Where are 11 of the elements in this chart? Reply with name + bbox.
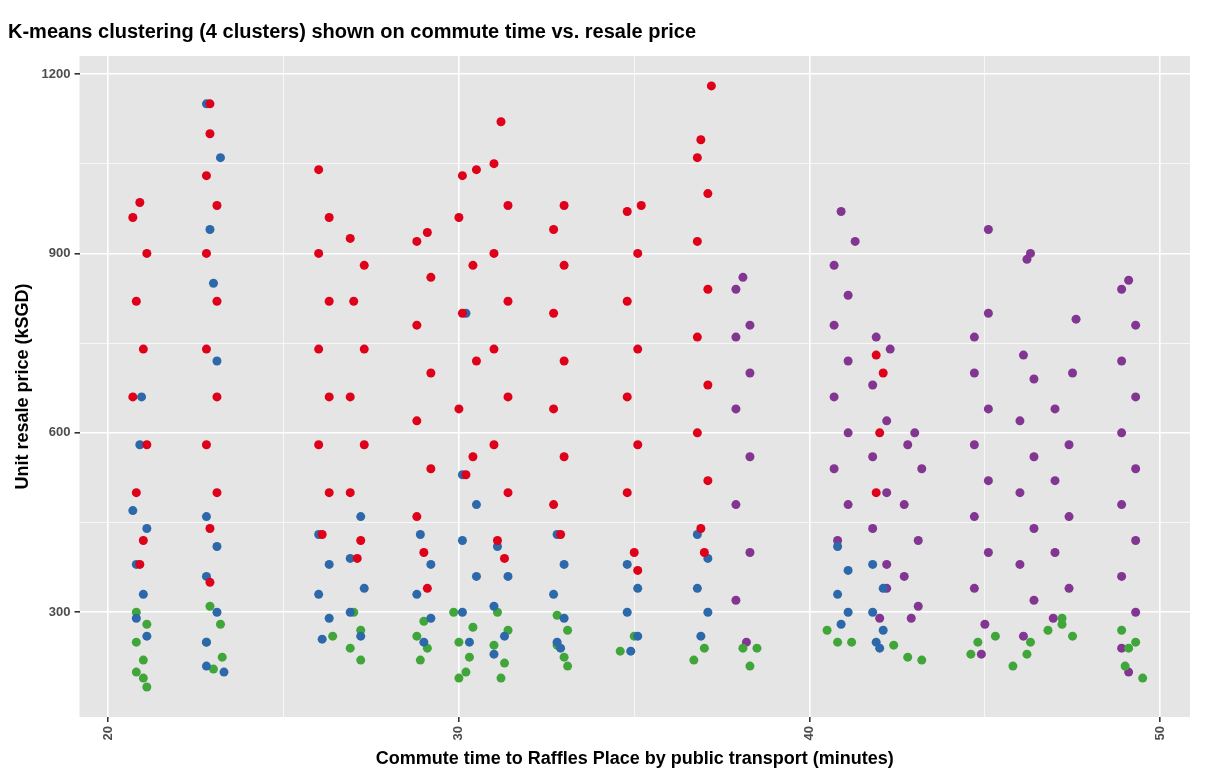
y-tick-label: 900 — [48, 244, 71, 260]
y-axis-title: Unit resale price (kSGD) — [11, 283, 32, 490]
y-tick-label: 300 — [48, 603, 71, 619]
x-axis-title: Commute time to Raffles Place by public transport (minutes) — [375, 748, 894, 769]
chart-title: K-means clustering (4 clusters) shown on commute time vs. resale price — [8, 19, 696, 42]
y-tick-label: 600 — [48, 424, 71, 440]
y-tick-label: 1200 — [41, 65, 71, 81]
x-tick-label: 30 — [450, 725, 466, 741]
x-tick-label: 20 — [99, 725, 115, 741]
x-tick-label: 50 — [1151, 725, 1167, 741]
x-tick-label: 40 — [801, 725, 817, 741]
